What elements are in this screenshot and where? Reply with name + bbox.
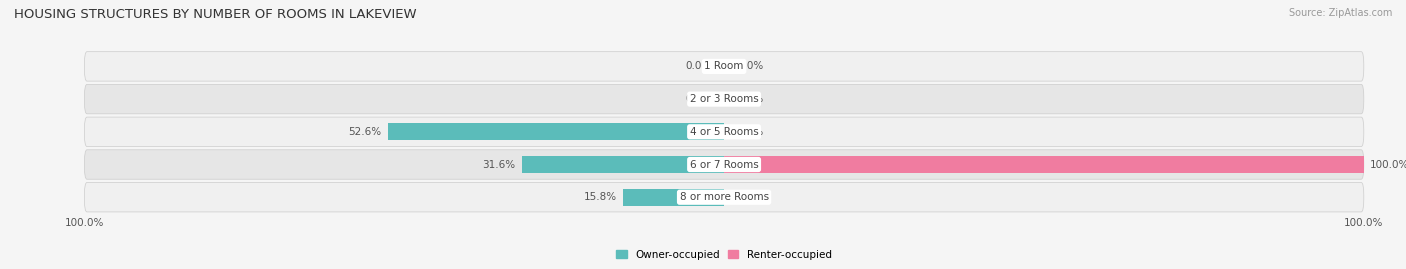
Text: 0.0%: 0.0% — [737, 94, 763, 104]
FancyBboxPatch shape — [84, 150, 1364, 179]
Text: 2 or 3 Rooms: 2 or 3 Rooms — [690, 94, 758, 104]
Text: 15.8%: 15.8% — [583, 192, 617, 202]
Bar — [623, 189, 724, 206]
Text: 31.6%: 31.6% — [482, 160, 516, 169]
FancyBboxPatch shape — [84, 52, 1364, 81]
Text: 8 or more Rooms: 8 or more Rooms — [679, 192, 769, 202]
Bar — [522, 156, 724, 173]
FancyBboxPatch shape — [84, 84, 1364, 114]
Text: Source: ZipAtlas.com: Source: ZipAtlas.com — [1288, 8, 1392, 18]
Bar — [388, 123, 724, 140]
Text: HOUSING STRUCTURES BY NUMBER OF ROOMS IN LAKEVIEW: HOUSING STRUCTURES BY NUMBER OF ROOMS IN… — [14, 8, 416, 21]
Text: 6 or 7 Rooms: 6 or 7 Rooms — [690, 160, 758, 169]
Text: 0.0%: 0.0% — [737, 61, 763, 71]
FancyBboxPatch shape — [84, 182, 1364, 212]
Bar — [724, 156, 1364, 173]
Text: 0.0%: 0.0% — [685, 94, 711, 104]
Text: 52.6%: 52.6% — [349, 127, 381, 137]
Text: 1 Room: 1 Room — [704, 61, 744, 71]
Text: 0.0%: 0.0% — [737, 192, 763, 202]
Legend: Owner-occupied, Renter-occupied: Owner-occupied, Renter-occupied — [616, 250, 832, 260]
Text: 0.0%: 0.0% — [685, 61, 711, 71]
Text: 4 or 5 Rooms: 4 or 5 Rooms — [690, 127, 758, 137]
FancyBboxPatch shape — [84, 117, 1364, 147]
Text: 100.0%: 100.0% — [1371, 160, 1406, 169]
Text: 0.0%: 0.0% — [737, 127, 763, 137]
